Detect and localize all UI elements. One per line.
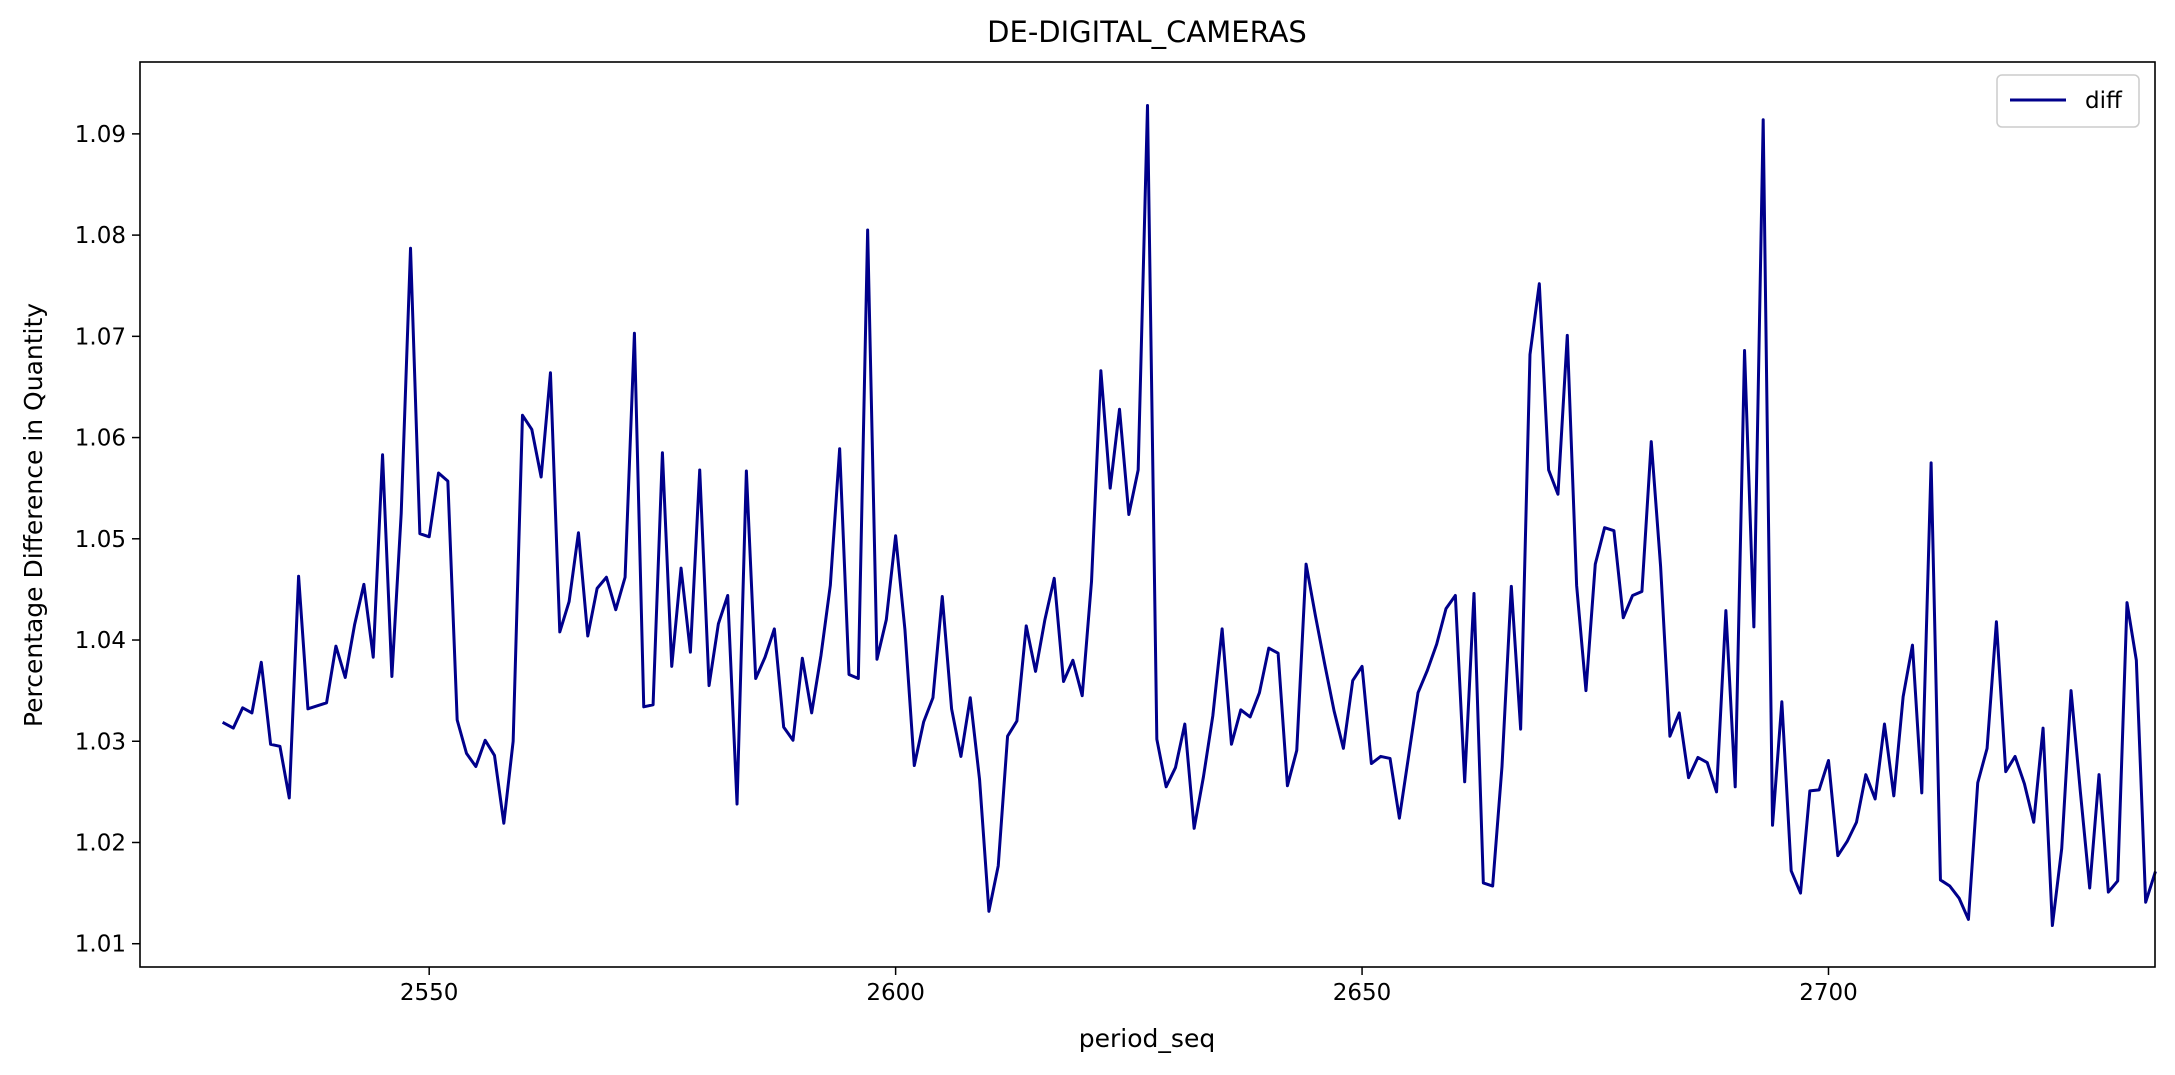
y-tick-label: 1.04 bbox=[75, 628, 126, 654]
series-layer bbox=[221, 104, 2157, 927]
x-axis: 2550 2600 2650 2700 bbox=[400, 967, 1858, 1006]
legend-label-diff: diff bbox=[2085, 88, 2123, 114]
y-tick-label: 1.01 bbox=[75, 932, 126, 958]
plot-area bbox=[139, 61, 2157, 968]
y-tick-label: 1.03 bbox=[75, 729, 126, 755]
y-tick-label: 1.09 bbox=[75, 122, 126, 148]
legend-box bbox=[1996, 74, 2140, 128]
y-tick-label: 1.07 bbox=[75, 324, 126, 350]
plot-frame bbox=[139, 61, 2156, 968]
x-tick-label: 2650 bbox=[1333, 980, 1392, 1006]
x-axis-title: period_seq bbox=[1079, 1024, 1215, 1053]
y-tick-label: 1.05 bbox=[75, 527, 126, 553]
x-tick-label: 2550 bbox=[400, 980, 459, 1006]
y-tick-label: 1.08 bbox=[75, 223, 126, 249]
y-tick-label: 1.06 bbox=[75, 426, 126, 452]
y-tick-label: 1.02 bbox=[75, 830, 126, 856]
x-tick-label: 2600 bbox=[866, 980, 925, 1006]
chart-title: DE-DIGITAL_CAMERAS bbox=[987, 15, 1307, 49]
x-tick-label: 2700 bbox=[1799, 980, 1858, 1006]
series-line-diff bbox=[221, 104, 2157, 927]
y-axis: 1.01 1.02 1.03 1.04 1.05 1.06 1.07 1.08 1.09 bbox=[75, 122, 140, 958]
y-axis-title: Percentage Difference in Quantity bbox=[19, 303, 48, 727]
legend: diff bbox=[1996, 74, 2140, 128]
